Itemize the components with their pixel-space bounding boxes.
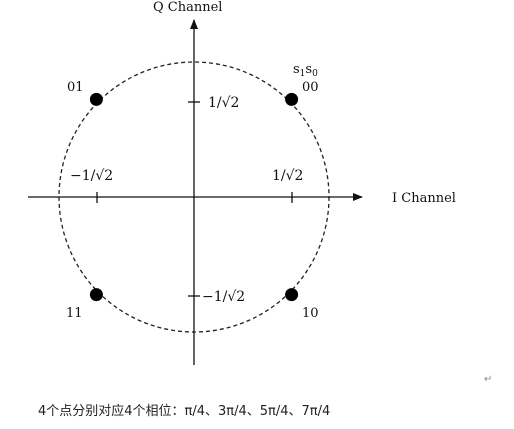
constellation-point-10: [285, 288, 299, 302]
point-label-10: 10: [302, 306, 319, 321]
constellation-points: [89, 92, 299, 302]
tick-label-neg-y: −1/√2: [202, 289, 245, 305]
tick-label-pos-y: 1/√2: [208, 95, 239, 111]
point-label-00: 00: [302, 80, 319, 95]
i-axis-title: I Channel: [392, 191, 456, 206]
return-mark: ↵: [484, 374, 493, 385]
constellation-diagram: Q Channel I Channel 1/√2 −1/√2 −1/√2 1/√…: [28, 0, 456, 365]
phase-caption: 4个点分别对应4个相位：π/4、3π/4、5π/4、7π/4: [38, 404, 331, 419]
q-axis-title: Q Channel: [153, 0, 222, 15]
tick-label-pos-x: 1/√2: [272, 168, 303, 184]
constellation-point-01: [89, 92, 103, 106]
bit-order-label: s1s0: [293, 62, 318, 79]
tick-label-neg-x: −1/√2: [70, 168, 113, 184]
constellation-point-11: [89, 288, 103, 302]
constellation-point-00: [285, 92, 299, 106]
point-label-11: 11: [66, 306, 83, 321]
point-label-01: 01: [67, 80, 84, 95]
